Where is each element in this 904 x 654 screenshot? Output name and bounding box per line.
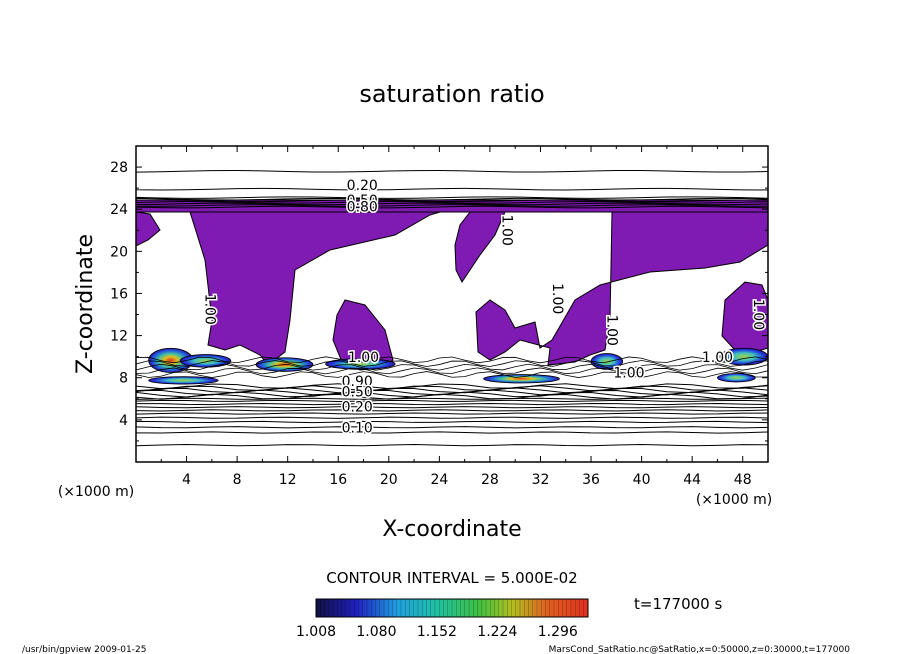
x-axis-label: X-coordinate xyxy=(382,517,521,542)
supersaturated-blob-9 xyxy=(717,373,756,383)
colorbar-stripes xyxy=(320,599,584,617)
saturated-region-7 xyxy=(721,281,768,353)
plot-frame xyxy=(135,145,769,463)
colorbar-ticks: 1.008 1.080 1.152 1.224 1.296 xyxy=(296,624,578,640)
y-tick-label: 4 xyxy=(119,413,128,429)
contour-line-lower xyxy=(136,412,768,415)
colorbar-tick-label: 1.080 xyxy=(356,624,396,640)
y-tick-label: 20 xyxy=(110,244,128,260)
y-tick-label: 16 xyxy=(110,286,128,302)
time-label: t=177000 s xyxy=(634,595,722,613)
x-tick-label: 20 xyxy=(380,472,398,488)
x-axis-unit: (×1000 m) xyxy=(696,492,772,508)
y-tick-label: 12 xyxy=(110,329,128,345)
supersaturated-blob-6 xyxy=(483,374,560,384)
supersaturated-blobs xyxy=(148,347,768,385)
x-tick-label: 12 xyxy=(279,472,297,488)
contour-label: 1.00 xyxy=(549,283,565,314)
contour-line-upper xyxy=(136,199,768,203)
contour-line-cloudbase xyxy=(136,356,768,364)
contour-line-upper xyxy=(136,201,768,204)
y-axis-unit: (×1000 m) xyxy=(58,484,134,500)
footer-right: MarsCond_SatRatio.nc@SatRatio,x=0:50000,… xyxy=(549,645,851,654)
contour-line-lower xyxy=(136,431,768,434)
supersaturated-blob-3 xyxy=(179,354,232,368)
contour-line-lower xyxy=(136,420,768,424)
contour-label: 1.00 xyxy=(613,366,644,382)
contour-label: 1.00 xyxy=(499,215,515,246)
x-tick-label: 28 xyxy=(481,472,499,488)
contour-line-upper xyxy=(136,205,768,209)
contour-label: 0.50 xyxy=(342,385,373,401)
contour-label: 1.00 xyxy=(348,350,379,366)
contour-line-upper xyxy=(136,169,768,173)
x-tick-label: 24 xyxy=(430,472,448,488)
near-saturation-regions xyxy=(136,199,768,371)
contour-line-upper xyxy=(136,197,768,201)
contour-line-upper xyxy=(136,202,768,206)
contour-line-cloudbase xyxy=(136,367,768,375)
x-tick-label: 48 xyxy=(734,472,752,488)
contour-line-upper xyxy=(136,204,768,207)
contour-line-lower xyxy=(136,393,768,400)
contour-label: 0.20 xyxy=(342,399,373,415)
x-tick-label: 32 xyxy=(532,472,550,488)
y-axis-label: Z-coordinate xyxy=(73,234,98,374)
y-axis-ticks: 4 8 12 16 20 24 28 xyxy=(110,160,768,442)
contour-lines xyxy=(136,169,768,447)
contour-label: 1.00 xyxy=(702,350,733,366)
contour-line-lower xyxy=(136,402,768,406)
contour-interval-label: CONTOUR INTERVAL = 5.000E-02 xyxy=(326,569,577,587)
contour-line-upper xyxy=(136,187,768,191)
contour-line-lower xyxy=(136,385,768,392)
saturated-region-6 xyxy=(475,211,768,366)
contour-line-lower xyxy=(136,383,768,390)
x-tick-label: 8 xyxy=(233,472,242,488)
contour-label: 0.10 xyxy=(342,421,373,437)
y-tick-label: 28 xyxy=(110,160,128,176)
contour-labels: 0.200.500.801.001.001.001.001.001.001.00… xyxy=(200,177,768,438)
x-tick-label: 44 xyxy=(683,472,701,488)
contour-line-upper xyxy=(136,196,768,199)
contour-line-lower xyxy=(136,406,768,409)
x-tick-label: 4 xyxy=(182,472,191,488)
contour-label: 1.00 xyxy=(603,315,619,346)
contour-line-cloudbase xyxy=(136,363,768,371)
contour-label: 0.80 xyxy=(347,199,378,215)
y-tick-label: 8 xyxy=(119,371,128,387)
contour-line-cloudbase xyxy=(136,360,768,367)
colorbar-tick-label: 1.224 xyxy=(477,624,517,640)
colorbar-tick-label: 1.008 xyxy=(296,624,336,640)
contour-label: 0.20 xyxy=(347,178,378,194)
supersaturated-blob-2 xyxy=(148,376,219,385)
contour-line-lower xyxy=(136,399,768,403)
chart-title: saturation ratio xyxy=(359,80,544,108)
colorbar-tick-label: 1.152 xyxy=(417,624,457,640)
x-tick-label: 16 xyxy=(329,472,347,488)
x-tick-label: 36 xyxy=(582,472,600,488)
contour-line-lower xyxy=(136,426,768,429)
colorbar-tick-label: 1.296 xyxy=(538,624,578,640)
contour-line-lower xyxy=(136,387,768,394)
contour-line-lower xyxy=(136,409,768,412)
x-tick-label: 40 xyxy=(633,472,651,488)
x-axis-ticks: 4 8 12 16 20 24 28 32 36 40 44 48 xyxy=(160,146,752,488)
contour-label: 0.90 xyxy=(342,374,373,390)
contour-line-cloudbase xyxy=(136,371,768,378)
saturated-region-3 xyxy=(189,211,441,366)
contour-label: 0.50 xyxy=(347,193,378,209)
contour-label: 1.00 xyxy=(202,294,218,325)
saturated-region-2 xyxy=(136,211,161,247)
contour-line-lower xyxy=(136,444,768,447)
colorbar: 1.008 1.080 1.152 1.224 1.296 xyxy=(296,598,589,640)
contour-line-lower xyxy=(136,397,768,400)
y-tick-label: 24 xyxy=(110,202,128,218)
saturated-region-4 xyxy=(454,211,506,283)
contour-label: 1.00 xyxy=(750,299,766,330)
footer-left: /usr/bin/gpview 2009-01-25 xyxy=(22,645,146,654)
contour-line-lower xyxy=(136,416,768,419)
plot-field: 0.200.500.801.001.001.001.001.001.001.00… xyxy=(136,169,768,447)
